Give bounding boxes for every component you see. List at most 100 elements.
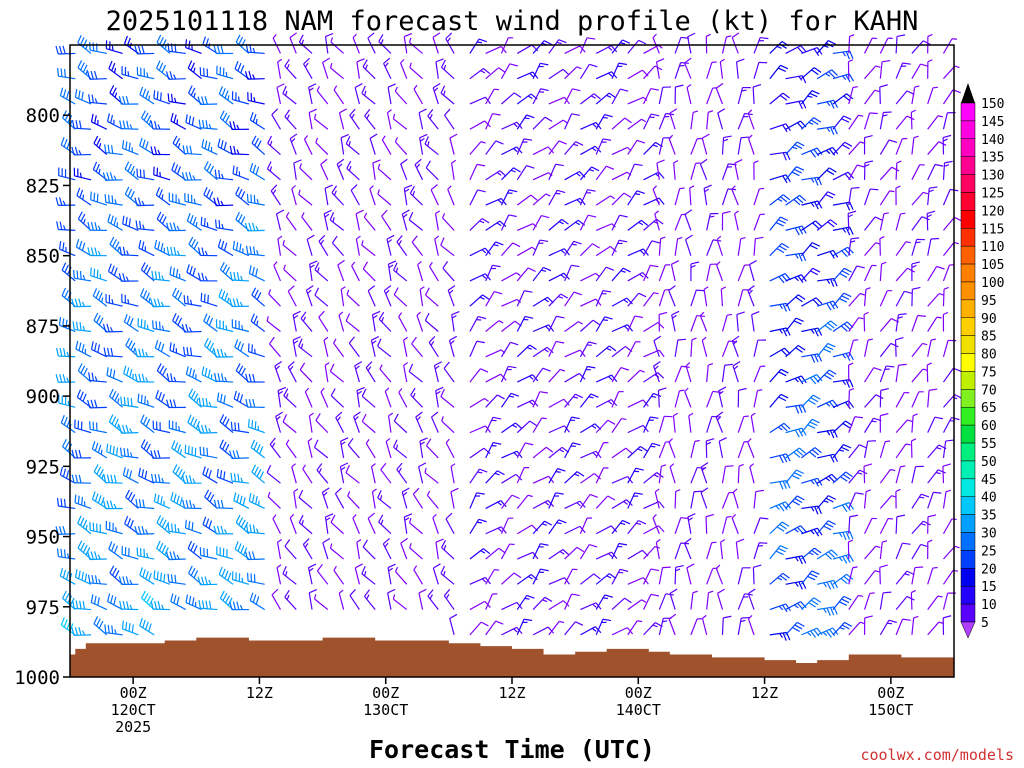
wind-barb-staff bbox=[268, 293, 281, 307]
wind-barb-flag bbox=[240, 343, 245, 352]
wind-barb-staff bbox=[440, 92, 455, 105]
wind-barb-flag bbox=[190, 87, 196, 96]
wind-barb-flag bbox=[529, 375, 534, 380]
wind-barb-flag bbox=[595, 450, 602, 459]
wind-barb-flag bbox=[883, 212, 889, 215]
wind-barb-flag bbox=[381, 209, 388, 217]
wind-barb-flag bbox=[435, 538, 444, 543]
wind-barb-staff bbox=[721, 137, 725, 155]
wind-barb-flag bbox=[731, 335, 740, 342]
wind-barb-staff bbox=[684, 391, 692, 408]
wind-barb-flag bbox=[111, 195, 114, 204]
wind-barb-staff bbox=[60, 575, 76, 585]
wind-barb-flag bbox=[825, 345, 834, 351]
wind-barb-flag bbox=[740, 236, 746, 240]
wind-barb-flag bbox=[620, 42, 626, 45]
wind-barb-staff bbox=[785, 141, 798, 155]
wind-barb-staff bbox=[579, 243, 593, 257]
wind-barb-flag bbox=[558, 295, 564, 299]
wind-barb-staff bbox=[485, 593, 493, 610]
wind-barb-staff bbox=[516, 93, 532, 105]
wind-barb-staff bbox=[716, 264, 724, 282]
wind-barb-staff bbox=[785, 100, 803, 105]
wind-barb-flag bbox=[810, 479, 815, 485]
wind-barb-staff bbox=[383, 63, 392, 79]
wind-barb-staff bbox=[879, 343, 892, 358]
wind-barb-flag bbox=[842, 380, 847, 386]
wind-barb-flag bbox=[85, 524, 88, 530]
wind-barb-staff bbox=[364, 115, 376, 130]
wind-barb-flag bbox=[239, 243, 242, 252]
wind-barb-flag bbox=[240, 275, 243, 281]
wind-barb-flag bbox=[255, 596, 260, 605]
wind-barb-staff bbox=[895, 365, 900, 383]
wind-barb-flag bbox=[513, 92, 522, 99]
colorbar-label: 85 bbox=[981, 330, 997, 345]
colorbar-swatch bbox=[960, 585, 976, 605]
wind-barb-flag bbox=[244, 71, 249, 80]
wind-barb-flag bbox=[826, 371, 835, 378]
wind-barb-flag bbox=[143, 264, 149, 273]
wind-barb-staff bbox=[832, 595, 845, 610]
wind-barb-flag bbox=[236, 124, 240, 130]
wind-barb-flag bbox=[94, 493, 99, 502]
wind-barb-flag bbox=[161, 64, 166, 73]
wind-barb-staff bbox=[121, 127, 139, 130]
wind-barb-flag bbox=[492, 441, 502, 445]
wind-barb-flag bbox=[284, 58, 290, 67]
wind-barb-flag bbox=[934, 416, 944, 420]
wind-barb-flag bbox=[201, 272, 205, 281]
wind-barb-staff bbox=[705, 516, 708, 534]
wind-barb-flag bbox=[122, 600, 126, 610]
wind-barb-flag bbox=[911, 264, 917, 268]
wind-barb-flag bbox=[353, 411, 361, 418]
wind-barb-flag bbox=[442, 261, 449, 269]
wind-barb-flag bbox=[318, 310, 325, 318]
wind-barb-staff bbox=[564, 442, 574, 459]
wind-barb-flag bbox=[829, 607, 835, 616]
wind-barb-staff bbox=[60, 95, 76, 105]
wind-barb-flag bbox=[173, 97, 177, 103]
wind-barb-flag bbox=[176, 250, 180, 256]
wind-barb-staff bbox=[90, 49, 107, 55]
wind-barb-flag bbox=[158, 321, 161, 330]
wind-barb-staff bbox=[355, 213, 360, 231]
wind-barb-flag bbox=[560, 249, 566, 254]
wind-barb-staff bbox=[202, 43, 218, 54]
wind-barb-staff bbox=[785, 344, 799, 358]
wind-barb-staff bbox=[769, 631, 787, 636]
wind-barb-flag bbox=[72, 321, 75, 330]
y-tick-label: 1000 bbox=[14, 667, 60, 689]
wind-barb-flag bbox=[91, 94, 94, 103]
wind-barb-flag bbox=[114, 570, 120, 578]
wind-barb-staff bbox=[411, 241, 424, 257]
wind-barb-flag bbox=[920, 63, 929, 67]
wind-barb-staff bbox=[721, 340, 730, 358]
wind-barb-staff bbox=[485, 417, 494, 433]
wind-barb-flag bbox=[513, 572, 522, 579]
wind-barb-staff bbox=[394, 90, 408, 105]
wind-barb-staff bbox=[324, 365, 329, 383]
wind-barb-flag bbox=[954, 545, 960, 549]
wind-barb-flag bbox=[165, 71, 170, 80]
wind-barb-flag bbox=[63, 549, 66, 558]
wind-barb-flag bbox=[400, 58, 405, 64]
wind-barb-flag bbox=[115, 527, 117, 533]
wind-barb-flag bbox=[446, 37, 451, 43]
wind-barb-flag bbox=[935, 471, 941, 475]
wind-barb-flag bbox=[232, 298, 236, 307]
wind-barb-staff bbox=[719, 61, 724, 79]
wind-barb-flag bbox=[829, 430, 835, 439]
wind-barb-flag bbox=[498, 67, 506, 74]
wind-barb-staff bbox=[356, 61, 360, 79]
wind-barb-flag bbox=[826, 581, 832, 590]
wind-barb-staff bbox=[627, 599, 642, 611]
wind-barb-flag bbox=[911, 438, 917, 442]
wind-barb-flag bbox=[352, 514, 357, 519]
wind-barb-flag bbox=[951, 38, 958, 40]
wind-barb-flag bbox=[590, 393, 599, 398]
wind-barb-flag bbox=[524, 597, 530, 600]
wind-barb-flag bbox=[608, 376, 613, 381]
wind-barb-staff bbox=[250, 320, 266, 332]
wind-barb-flag bbox=[119, 246, 123, 255]
